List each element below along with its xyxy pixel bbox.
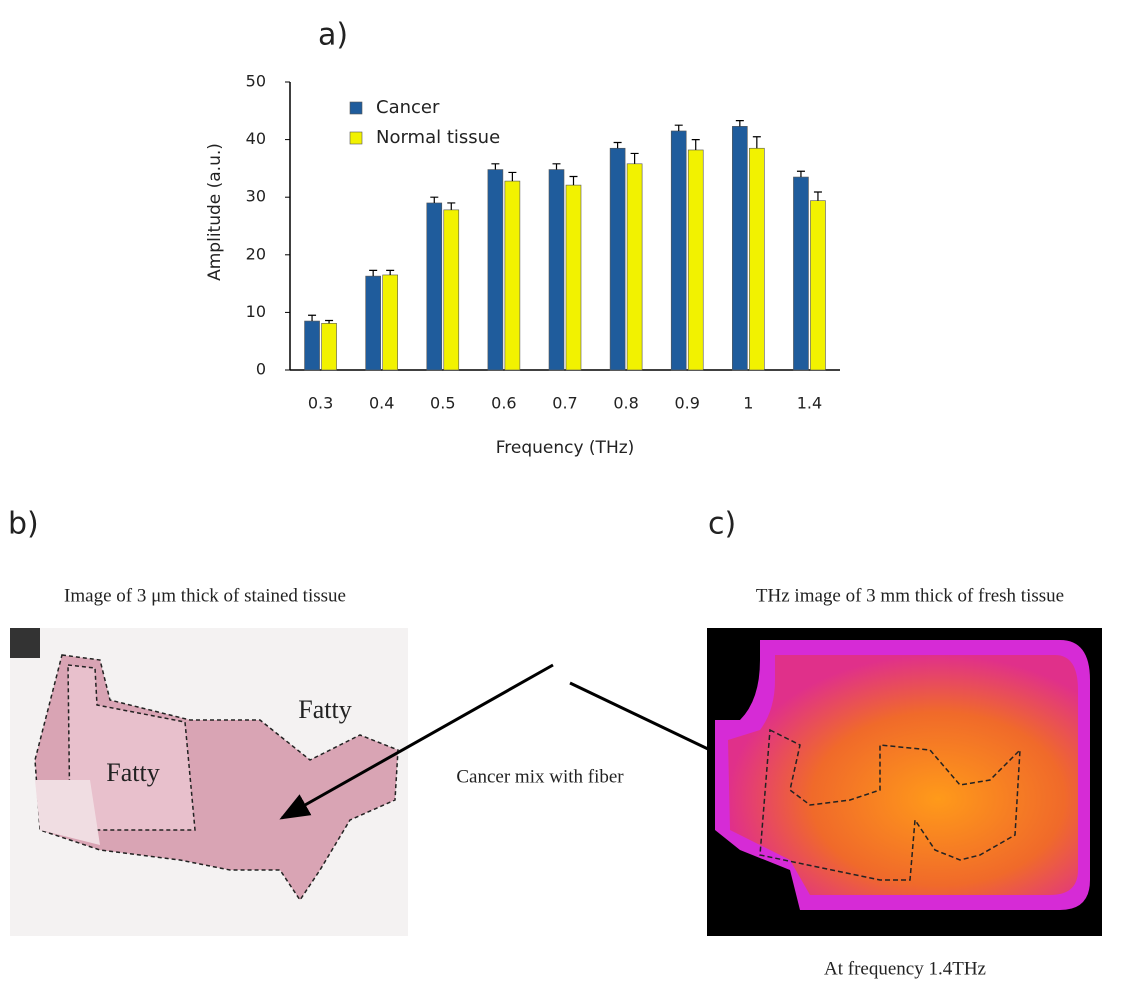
bar bbox=[365, 275, 381, 371]
error-bar bbox=[569, 175, 578, 186]
error-bar bbox=[674, 124, 683, 131]
y-tick-label: 10 bbox=[246, 302, 266, 321]
x-tick-label: 0.9 bbox=[674, 394, 699, 413]
x-tick-label: 0.8 bbox=[613, 394, 638, 413]
bar bbox=[487, 169, 504, 371]
error-bar bbox=[630, 152, 639, 164]
y-axis-label: Amplitude (a.u.) bbox=[205, 143, 225, 281]
panel-label: c) bbox=[708, 507, 736, 542]
region-label: Fatty bbox=[106, 758, 159, 787]
x-tick-label: 0.4 bbox=[369, 394, 394, 413]
x-tick-label: 0.7 bbox=[552, 394, 577, 413]
region-label: Fatty bbox=[298, 695, 351, 724]
y-tick-label: 30 bbox=[246, 187, 266, 206]
thz-image bbox=[707, 628, 1102, 936]
error-bar bbox=[735, 119, 744, 127]
legend-label: Normal tissue bbox=[376, 127, 500, 148]
bar bbox=[626, 163, 643, 371]
legend-label: Cancer bbox=[376, 97, 440, 118]
bar bbox=[443, 209, 460, 371]
y-tick-label: 20 bbox=[246, 244, 266, 263]
bar bbox=[687, 149, 704, 371]
error-bar bbox=[325, 319, 334, 324]
error-bar bbox=[691, 139, 700, 150]
error-bar bbox=[613, 141, 622, 149]
x-axis-label: Frequency (THz) bbox=[496, 438, 635, 458]
arrow-label: Cancer mix with fiber bbox=[456, 766, 624, 787]
arrow bbox=[279, 663, 554, 820]
bar bbox=[793, 176, 809, 371]
bar bbox=[565, 184, 582, 371]
x-tick-label: 1 bbox=[743, 394, 753, 413]
error-bar bbox=[491, 163, 500, 170]
x-tick-label: 0.5 bbox=[430, 394, 455, 413]
x-tick-label: 0.3 bbox=[308, 394, 333, 413]
bar bbox=[670, 130, 687, 371]
bar bbox=[321, 323, 337, 371]
y-tick-label: 0 bbox=[256, 360, 266, 379]
error-bar bbox=[430, 196, 439, 203]
error-bar bbox=[552, 163, 561, 170]
panel-label: b) bbox=[8, 507, 39, 542]
bar bbox=[810, 200, 826, 371]
caption: At frequency 1.4THz bbox=[824, 958, 986, 979]
caption: THz image of 3 mm thick of fresh tissue bbox=[756, 585, 1064, 606]
bar bbox=[609, 147, 626, 371]
x-tick-label: 1.4 bbox=[797, 394, 822, 413]
bar bbox=[426, 202, 443, 371]
bar bbox=[504, 180, 521, 371]
bar bbox=[749, 147, 765, 371]
error-bar bbox=[813, 191, 822, 201]
y-tick-label: 40 bbox=[246, 129, 266, 148]
error-bar bbox=[369, 269, 378, 277]
stained-tissue-image: Fatty Fatty bbox=[10, 628, 408, 936]
legend-swatch bbox=[349, 131, 363, 145]
bar bbox=[548, 169, 565, 371]
caption: Image of 3 μm thick of stained tissue bbox=[64, 585, 346, 606]
legend-swatch bbox=[349, 101, 363, 115]
error-bar bbox=[447, 202, 456, 210]
error-bar bbox=[752, 136, 761, 149]
y-tick-label: 50 bbox=[246, 72, 266, 91]
bar bbox=[382, 274, 398, 371]
x-tick-label: 0.6 bbox=[491, 394, 516, 413]
bar bbox=[732, 126, 748, 371]
panel-label: a) bbox=[318, 18, 348, 53]
error-bar bbox=[796, 170, 805, 178]
error-bar bbox=[508, 171, 517, 182]
error-bar bbox=[386, 269, 395, 275]
bar bbox=[304, 320, 320, 371]
error-bar bbox=[308, 314, 317, 322]
